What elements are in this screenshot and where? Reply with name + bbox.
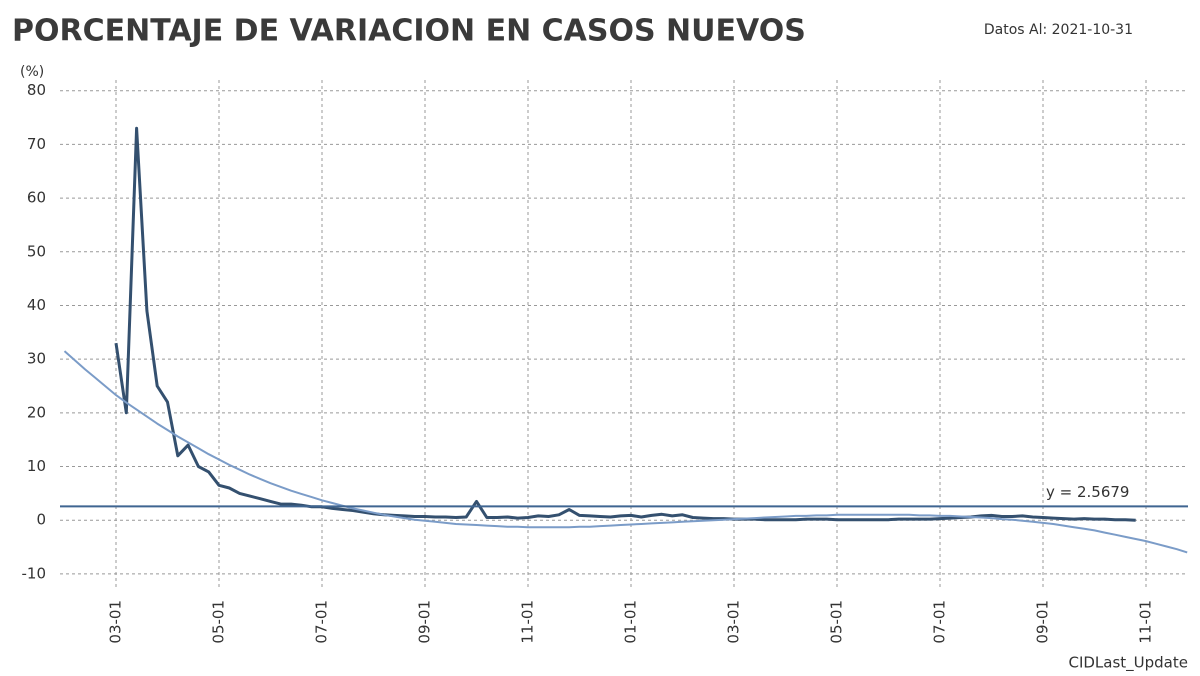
y-tick-label: 50 (27, 242, 46, 260)
x-tick-label: 05-01 (828, 600, 846, 644)
y-tick-label: 20 (27, 403, 46, 421)
x-tick-label: 07-01 (931, 600, 949, 644)
series-line (63, 350, 1188, 554)
y-tick-label: 80 (27, 81, 46, 99)
x-tick-label: 09-01 (1034, 600, 1052, 644)
y-tick-label: 70 (27, 135, 46, 153)
series-line (114, 126, 1136, 522)
y-tick-label: 30 (27, 350, 46, 368)
y-tick-label: -10 (22, 564, 47, 582)
x-tick-label: 05-01 (210, 600, 228, 644)
x-tick-label: 01-01 (622, 600, 640, 644)
y-axis-label: (%) (20, 64, 44, 80)
x-tick-label: 09-01 (416, 600, 434, 644)
x-tick-label: 07-01 (313, 600, 331, 644)
reference-label: y = 2.5679 (1046, 483, 1129, 501)
chart-title: PORCENTAJE DE VARIACION EN CASOS NUEVOS (12, 14, 806, 49)
x-tick-label: 03-01 (725, 600, 743, 644)
y-tick-label: 0 (36, 511, 46, 529)
y-tick-label: 10 (27, 457, 46, 475)
x-tick-label: 11-01 (519, 600, 537, 644)
y-tick-label: 60 (27, 189, 46, 207)
x-tick-label: 11-01 (1137, 600, 1155, 644)
y-tick-label: 40 (27, 296, 46, 314)
subtitle: Datos Al: 2021-10-31 (984, 22, 1133, 38)
x-axis-label: CIDLast_Update (1068, 654, 1188, 673)
x-tick-label: 03-01 (107, 600, 125, 644)
